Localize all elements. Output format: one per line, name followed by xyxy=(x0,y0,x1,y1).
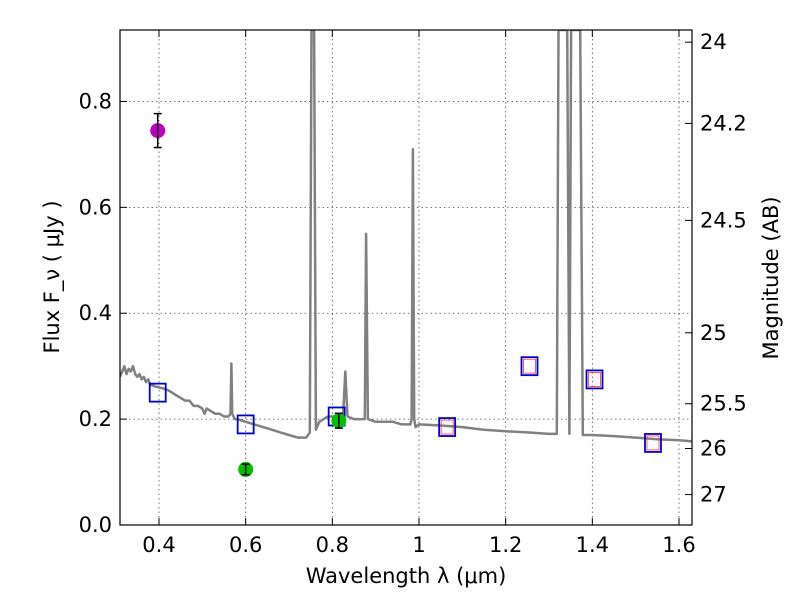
x-tick-label: 0.4 xyxy=(142,533,175,557)
grid-lines xyxy=(120,30,692,526)
y-tick-label: 0.6 xyxy=(79,195,112,219)
right-tick-label: 27 xyxy=(700,483,727,507)
y-tick-label: 0.0 xyxy=(79,513,112,537)
x-tick-label: 0.8 xyxy=(316,533,349,557)
x-tick-label: 1.4 xyxy=(576,533,609,557)
x-tick-label: 0.6 xyxy=(229,533,262,557)
x-tick-label: 1 xyxy=(412,533,425,557)
model-photometry-square xyxy=(236,414,255,435)
y-tick-label: 0.4 xyxy=(79,301,112,325)
y-axis-label: Flux F_ν ( μJy ) xyxy=(40,200,65,353)
model-photometry-square xyxy=(438,417,457,437)
right-tick-label: 24 xyxy=(700,30,727,54)
spectrum-line xyxy=(120,30,692,443)
model-photometry-square xyxy=(585,369,604,390)
right-tick-label: 26 xyxy=(700,437,727,461)
x-tick-label: 1.6 xyxy=(662,533,695,557)
right-tick-label: 25 xyxy=(700,321,727,345)
spectrum-layer xyxy=(120,30,692,443)
tick-layer: 0.4 0.6 0.8 1 1.2 1.4 1.6 0.0 0.2 0.4 0.6 0.8 24 24.2… xyxy=(79,30,747,557)
model-photometry-inner-square xyxy=(440,419,454,435)
model-photometry-inner-square xyxy=(588,372,601,387)
model-photometry-inner-square xyxy=(646,435,660,451)
right-tick-label: 25.5 xyxy=(700,392,747,416)
x-tick-label: 1.2 xyxy=(489,533,522,557)
right-axis-label: Magnitude (AB) xyxy=(759,196,783,359)
data-points-layer xyxy=(148,112,662,477)
model-photometry-square xyxy=(520,356,539,377)
model-photometry-inner-square xyxy=(523,358,536,374)
y-tick-label: 0.2 xyxy=(79,407,112,431)
y-tick-label: 0.8 xyxy=(79,89,112,113)
model-photometry-square xyxy=(148,382,167,403)
right-tick-label: 24.5 xyxy=(700,208,747,232)
right-tick-label: 24.2 xyxy=(700,111,747,135)
x-axis-label: Wavelength λ (μm) xyxy=(306,564,507,588)
plot-frame xyxy=(119,29,693,526)
model-photometry-square xyxy=(644,433,662,453)
